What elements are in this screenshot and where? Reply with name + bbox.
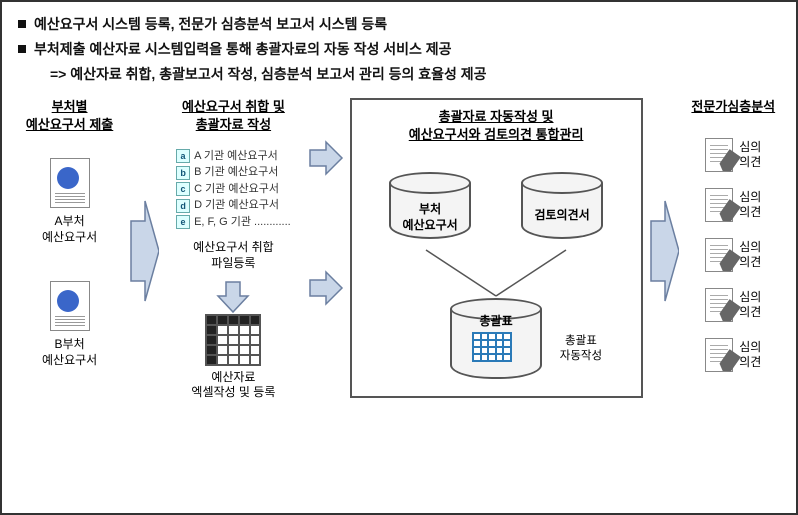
arrow-right-icon xyxy=(308,268,344,308)
spreadsheet-icon xyxy=(205,314,261,366)
auto-caption: 총괄표 자동작성 xyxy=(560,334,602,364)
opinion-item: 심의 의견 xyxy=(705,238,761,272)
pencil-icon xyxy=(717,249,741,275)
opinion-item: 심의 의견 xyxy=(705,288,761,322)
pencil-icon xyxy=(717,299,741,325)
link-lines xyxy=(386,248,606,298)
db-budget: 부처 예산요구서 xyxy=(384,172,476,242)
flow-arrow-2 xyxy=(649,141,679,366)
table-icon xyxy=(472,332,512,362)
col2-title: 예산요구서 취합 및 총괄자료 작성 xyxy=(182,98,285,134)
bullet-square xyxy=(18,20,26,28)
hwp-icon xyxy=(50,158,90,208)
col3-title: 총괄자료 자동작성 및 예산요구서와 검토의견 통합관리 xyxy=(409,108,584,144)
pencil-icon xyxy=(717,349,741,375)
doc-b: B부처 예산요구서 xyxy=(42,281,97,368)
doc-a: A부처 예산요구서 xyxy=(42,158,97,245)
col-aggregate: 예산요구서 취합 및 총괄자료 작성 a A 기관 예산요구서 b B 기관 예산요… xyxy=(165,98,301,409)
opinion-label: 심의 의견 xyxy=(739,340,761,369)
doc-a-label: A부처 예산요구서 xyxy=(42,214,97,245)
file-icon: d xyxy=(176,199,190,213)
columns: 부처별 예산요구서 제출 A부처 예산요구서 B부처 예산요구서 예산요구서 취… xyxy=(16,98,782,409)
pencil-icon xyxy=(717,199,741,225)
opinion-label: 심의 의견 xyxy=(739,190,761,219)
file-icon: e xyxy=(176,215,190,229)
opinion-label: 심의 의견 xyxy=(739,240,761,269)
file-d: D 기관 예산요구서 xyxy=(194,197,279,214)
db1-label: 부처 예산요구서 xyxy=(389,202,471,233)
db-review: 검토의견서 xyxy=(516,172,608,242)
opinion-label: 심의 의견 xyxy=(739,290,761,319)
col-expert: 전문가심층분석 심의 의견 심의 의견 심의 의견 심의 의견 심의 의견 xyxy=(685,98,782,380)
col4-title: 전문가심층분석 xyxy=(691,98,775,116)
opinion-item: 심의 의견 xyxy=(705,138,761,172)
cylinder-icon: 검토의견서 xyxy=(521,172,603,242)
header-bullets: 예산요구서 시스템 등록, 전문가 심층분석 보고서 시스템 등록 부처제출 예… xyxy=(16,12,782,88)
bullet-text-1: 예산요구서 시스템 등록, 전문가 심층분석 보고서 시스템 등록 xyxy=(34,12,387,37)
col1-title: 부처별 예산요구서 제출 xyxy=(26,98,113,134)
arrow-right-icon xyxy=(308,138,344,178)
file-icon: b xyxy=(176,166,190,180)
cylinder-icon: 부처 예산요구서 xyxy=(389,172,471,242)
db-row: 부처 예산요구서 검토의견서 xyxy=(384,172,608,242)
file-b: B 기관 예산요구서 xyxy=(194,164,278,181)
bullet-text-2: 부처제출 예산자료 시스템입력을 통해 총괄자료의 자동 작성 서비스 제공 xyxy=(34,37,452,62)
opinion-item: 심의 의견 xyxy=(705,188,761,222)
bullet-text-3: => 예산자료 취합, 총괄보고서 작성, 심층분석 보고서 관리 등의 효율성… xyxy=(50,62,487,87)
cap-file-reg: 예산요구서 취합 파일등록 xyxy=(193,240,274,271)
bullet-square xyxy=(18,45,26,53)
page-icon xyxy=(705,238,733,272)
hwp-icon xyxy=(50,281,90,331)
opinion-label: 심의 의견 xyxy=(739,140,761,169)
cap-excel: 예산자료 엑셀작성 및 등록 xyxy=(191,370,275,401)
diagram-frame: 예산요구서 시스템 등록, 전문가 심층분석 보고서 시스템 등록 부처제출 예… xyxy=(0,0,798,515)
db3-label: 총괄표 xyxy=(450,314,542,330)
mini-arrows xyxy=(308,138,344,308)
file-list: a A 기관 예산요구서 b B 기관 예산요구서 c C 기관 예산요구서 d D 기… xyxy=(176,148,291,231)
page-icon xyxy=(705,288,733,322)
page-icon xyxy=(705,338,733,372)
db-summary: 총괄표 총괄표 자동작성 xyxy=(450,298,542,382)
file-c: C 기관 예산요구서 xyxy=(194,181,279,198)
page-icon xyxy=(705,138,733,172)
opinion-item: 심의 의견 xyxy=(705,338,761,372)
pencil-icon xyxy=(717,149,741,175)
flow-arrow-1 xyxy=(129,141,159,366)
file-icon: a xyxy=(176,149,190,163)
arrow-down-icon xyxy=(216,280,250,314)
db2-label: 검토의견서 xyxy=(521,208,603,224)
col-submit: 부처별 예산요구서 제출 A부처 예산요구서 B부처 예산요구서 xyxy=(16,98,123,395)
col-integration: 총괄자료 자동작성 및 예산요구서와 검토의견 통합관리 부처 예산요구서 검토… xyxy=(350,98,643,398)
file-e: E, F, G 기관 ............ xyxy=(194,214,291,231)
page-icon xyxy=(705,188,733,222)
doc-b-label: B부처 예산요구서 xyxy=(42,337,97,368)
file-a: A 기관 예산요구서 xyxy=(194,148,278,165)
file-icon: c xyxy=(176,182,190,196)
